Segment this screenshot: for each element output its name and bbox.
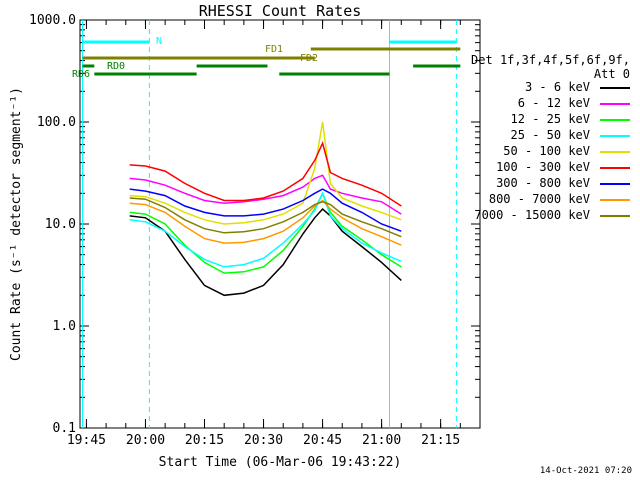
y-axis-label: Count Rate (s⁻¹ detector segment⁻¹) — [9, 87, 24, 361]
series-line — [129, 197, 402, 238]
x-tick-label: 21:15 — [421, 433, 460, 448]
legend-swatch — [600, 215, 630, 217]
legend-detectors: Det 1f,3f,4f,5f,6f,9f, — [471, 53, 630, 67]
timestamp: 14-Oct-2021 07:20 — [539, 466, 632, 476]
series-line — [129, 121, 402, 225]
legend-item: 12 - 25 keV — [470, 112, 640, 128]
series-line — [129, 199, 402, 246]
legend-label: 6 - 12 keV — [517, 96, 590, 110]
series-line — [129, 191, 402, 274]
y-tick-label: 1000.0 — [29, 13, 76, 28]
state-bar-label: FD1 — [265, 44, 283, 55]
legend-label: 12 - 25 keV — [510, 112, 590, 126]
legend-label: 300 - 800 keV — [496, 176, 590, 190]
x-tick-label: 20:30 — [244, 433, 283, 448]
legend-item: 3 - 6 keV — [470, 80, 640, 96]
legend-item: 100 - 300 keV — [470, 160, 640, 176]
legend-swatch — [600, 119, 630, 121]
series-line — [129, 208, 402, 297]
y-tick-label: 10.0 — [45, 217, 76, 232]
legend-swatch — [600, 167, 630, 169]
legend-swatch — [600, 87, 630, 89]
x-tick-label: 19:45 — [67, 433, 106, 448]
legend-item: 25 - 50 keV — [470, 128, 640, 144]
legend-item: 50 - 100 keV — [470, 144, 640, 160]
series-line — [129, 140, 402, 207]
legend-label: 7000 - 15000 keV — [474, 208, 590, 222]
legend-label: 800 - 7000 keV — [488, 192, 590, 206]
legend-header: Det 1f,3f,4f,5f,6f,9f, Att 0 — [470, 53, 630, 81]
legend-swatch — [600, 135, 630, 137]
legend-swatch — [600, 183, 630, 185]
legend-item: 800 - 7000 keV — [470, 192, 640, 208]
y-tick-label: 1.0 — [53, 319, 76, 334]
legend-label: 50 - 100 keV — [503, 144, 590, 158]
legend-swatch — [600, 199, 630, 201]
plot-frame — [79, 19, 481, 429]
x-tick-label: 20:15 — [185, 433, 224, 448]
y-tick-label: 100.0 — [37, 115, 76, 130]
legend-swatch — [600, 103, 630, 105]
legend-label: 25 - 50 keV — [510, 128, 590, 142]
legend-item: 6 - 12 keV — [470, 96, 640, 112]
state-bar-label: N — [156, 36, 162, 47]
x-tick-label: 21:00 — [362, 433, 401, 448]
legend-item: 7000 - 15000 keV — [470, 208, 640, 224]
legend-label: 100 - 300 keV — [496, 160, 590, 174]
x-tick-label: 20:45 — [303, 433, 342, 448]
state-bar-label: RD6 — [72, 69, 90, 80]
series-line — [129, 191, 402, 268]
series-line — [129, 174, 402, 215]
legend: 3 - 6 keV 6 - 12 keV 12 - 25 keV 25 - 50 ke… — [470, 80, 640, 224]
state-bar-label: RD0 — [107, 61, 125, 72]
x-axis-label: Start Time (06-Mar-06 19:43:22) — [159, 455, 402, 470]
legend-swatch — [600, 151, 630, 153]
y-tick-label: 0.1 — [53, 421, 76, 436]
legend-attenuator: Att 0 — [593, 67, 630, 81]
legend-item: 300 - 800 keV — [470, 176, 640, 192]
series-line — [129, 188, 402, 232]
chart-title: RHESSI Count Rates — [199, 2, 362, 20]
legend-label: 3 - 6 keV — [524, 80, 590, 94]
state-bar-label: FD2 — [300, 53, 318, 64]
x-tick-label: 20:00 — [126, 433, 165, 448]
